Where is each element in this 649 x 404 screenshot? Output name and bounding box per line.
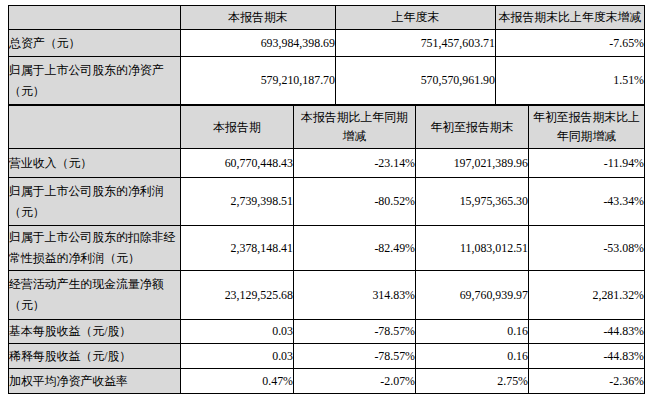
cell-value: -2.07% (294, 369, 416, 394)
row-label: 归属于上市公司股东的扣除非经常性损益的净利润（元） (9, 226, 181, 271)
row-label: 归属于上市公司股东的净利润（元） (9, 178, 181, 226)
table-row-operating-revenue: 营业收入（元） 60,770,448.43 -23.14% 197,021,38… (9, 149, 645, 178)
cell-value: 15,975,365.30 (416, 178, 529, 226)
cell-value: -23.14% (294, 149, 416, 178)
cell-value: 60,770,448.43 (181, 149, 294, 178)
table-row-operating-cash-flow: 经营活动产生的现金流量净额（元） 23,129,525.68 314.83% 6… (9, 271, 645, 320)
cell-value: 570,570,961.90 (336, 57, 496, 105)
cell-value: -11.94% (529, 149, 645, 178)
cell-value: 2.75% (416, 369, 529, 394)
cell-value: -7.65% (496, 30, 645, 57)
cell-value: -43.34% (529, 178, 645, 226)
cell-value: 0.03 (181, 320, 294, 344)
cell-value: 11,083,012.51 (416, 226, 529, 271)
corner-cell (9, 6, 181, 30)
row-label: 加权平均净资产收益率 (9, 369, 181, 394)
cell-value: 0.16 (416, 320, 529, 344)
row-label: 总资产（元） (9, 30, 181, 57)
column-header-change-vs-prior-year-end: 本报告期末比上年度末增减 (496, 6, 645, 30)
table-row-weighted-avg-roe: 加权平均净资产收益率 0.47% -2.07% 2.75% -2.36% (9, 369, 645, 394)
row-label: 基本每股收益（元/股） (9, 320, 181, 344)
cell-value: 751,457,603.71 (336, 30, 496, 57)
row-label: 营业收入（元） (9, 149, 181, 178)
cell-value: -44.83% (529, 320, 645, 344)
performance-summary-table: 本报告期 本报告期比上年同期增减 年初至报告期末 年初至报告期末比上年同期增减 … (8, 105, 645, 394)
row-label: 归属于上市公司股东的净资产（元） (9, 57, 181, 105)
cell-value: -44.83% (529, 344, 645, 369)
cell-value: -78.57% (294, 320, 416, 344)
table-row-net-assets: 归属于上市公司股东的净资产（元） 579,210,187.70 570,570,… (9, 57, 645, 105)
cell-value: -82.49% (294, 226, 416, 271)
cell-value: 693,984,398.69 (181, 30, 336, 57)
column-header-current-period-end: 本报告期末 (181, 6, 336, 30)
column-header-current-period: 本报告期 (181, 106, 294, 149)
cell-value: 2,378,148.41 (181, 226, 294, 271)
cell-value: -78.57% (294, 344, 416, 369)
cell-value: 197,021,389.96 (416, 149, 529, 178)
cell-value: 0.03 (181, 344, 294, 369)
cell-value: 1.51% (496, 57, 645, 105)
cell-value: 69,760,939.97 (416, 271, 529, 320)
cell-value: 2,281.32% (529, 271, 645, 320)
financial-summary: 本报告期末 上年度末 本报告期末比上年度末增减 总资产（元） 693,984,3… (8, 5, 645, 394)
cell-value: 2,739,398.51 (181, 178, 294, 226)
row-label: 经营活动产生的现金流量净额（元） (9, 271, 181, 320)
table-row-diluted-eps: 稀释每股收益（元/股） 0.03 -78.57% 0.16 -44.83% (9, 344, 645, 369)
cell-value: 579,210,187.70 (181, 57, 336, 105)
cell-value: 0.16 (416, 344, 529, 369)
header-row: 本报告期末 上年度末 本报告期末比上年度末增减 (9, 6, 645, 30)
cell-value: -53.08% (529, 226, 645, 271)
cell-value: -2.36% (529, 369, 645, 394)
table-row-basic-eps: 基本每股收益（元/股） 0.03 -78.57% 0.16 -44.83% (9, 320, 645, 344)
balance-summary-table: 本报告期末 上年度末 本报告期末比上年度末增减 总资产（元） 693,984,3… (8, 5, 645, 105)
table-row-net-profit-excl-nonrecurring: 归属于上市公司股东的扣除非经常性损益的净利润（元） 2,378,148.41 -… (9, 226, 645, 271)
cell-value: -80.52% (294, 178, 416, 226)
column-header-change-vs-same-period: 本报告期比上年同期增减 (294, 106, 416, 149)
cell-value: 23,129,525.68 (181, 271, 294, 320)
column-header-year-to-date: 年初至报告期末 (416, 106, 529, 149)
corner-cell (9, 106, 181, 149)
column-header-ytd-change-vs-same-period: 年初至报告期末比上年同期增减 (529, 106, 645, 149)
table-row-net-profit: 归属于上市公司股东的净利润（元） 2,739,398.51 -80.52% 15… (9, 178, 645, 226)
cell-value: 314.83% (294, 271, 416, 320)
table-row-total-assets: 总资产（元） 693,984,398.69 751,457,603.71 -7.… (9, 30, 645, 57)
column-header-prior-year-end: 上年度末 (336, 6, 496, 30)
row-label: 稀释每股收益（元/股） (9, 344, 181, 369)
cell-value: 0.47% (181, 369, 294, 394)
header-row: 本报告期 本报告期比上年同期增减 年初至报告期末 年初至报告期末比上年同期增减 (9, 106, 645, 149)
